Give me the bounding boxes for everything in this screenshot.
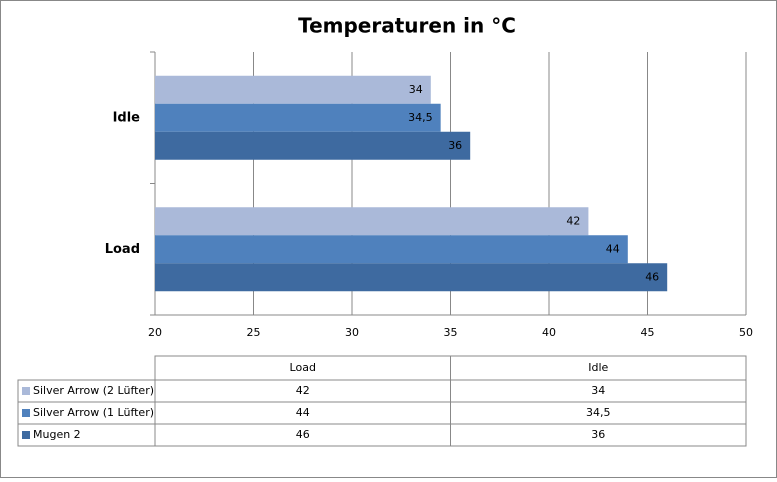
legend-key [22, 409, 30, 417]
table-cell: 42 [296, 384, 310, 397]
bar [155, 103, 441, 132]
data-label: 44 [606, 242, 620, 255]
table-cell: 36 [591, 428, 605, 441]
x-tick-label: 25 [247, 326, 261, 339]
table-cell: 46 [296, 428, 310, 441]
legend-label: Silver Arrow (1 Lüfter) [33, 406, 154, 419]
bar [155, 131, 471, 160]
data-label: 34,5 [408, 111, 433, 124]
table-column-header: Idle [588, 361, 608, 374]
chart-title: Temperaturen in °C [298, 14, 516, 38]
data-label: 46 [645, 270, 659, 283]
data-label: 34 [409, 83, 423, 96]
bar [155, 235, 628, 264]
x-tick-label: 40 [542, 326, 556, 339]
legend-key [22, 431, 30, 439]
legend-key [22, 387, 30, 395]
x-tick-label: 20 [148, 326, 162, 339]
legend-label: Silver Arrow (2 Lüfter) [33, 384, 154, 397]
table-body [17, 379, 747, 447]
x-tick-label: 45 [641, 326, 655, 339]
y-tick-label: Load [105, 242, 140, 257]
table-cell: 44 [296, 406, 310, 419]
legend-label: Mugen 2 [33, 428, 81, 441]
table-cell: 34 [591, 384, 605, 397]
y-tick-label: Idle [113, 110, 141, 125]
x-tick-label: 30 [345, 326, 359, 339]
table-cell: 34,5 [586, 406, 611, 419]
x-tick-label: 35 [444, 326, 458, 339]
x-tick-label: 50 [739, 326, 753, 339]
bar [155, 263, 668, 292]
bar [155, 207, 589, 236]
data-label: 36 [448, 139, 462, 152]
data-label: 42 [566, 214, 580, 227]
table-column-header: Load [290, 361, 316, 374]
bar [155, 75, 431, 104]
